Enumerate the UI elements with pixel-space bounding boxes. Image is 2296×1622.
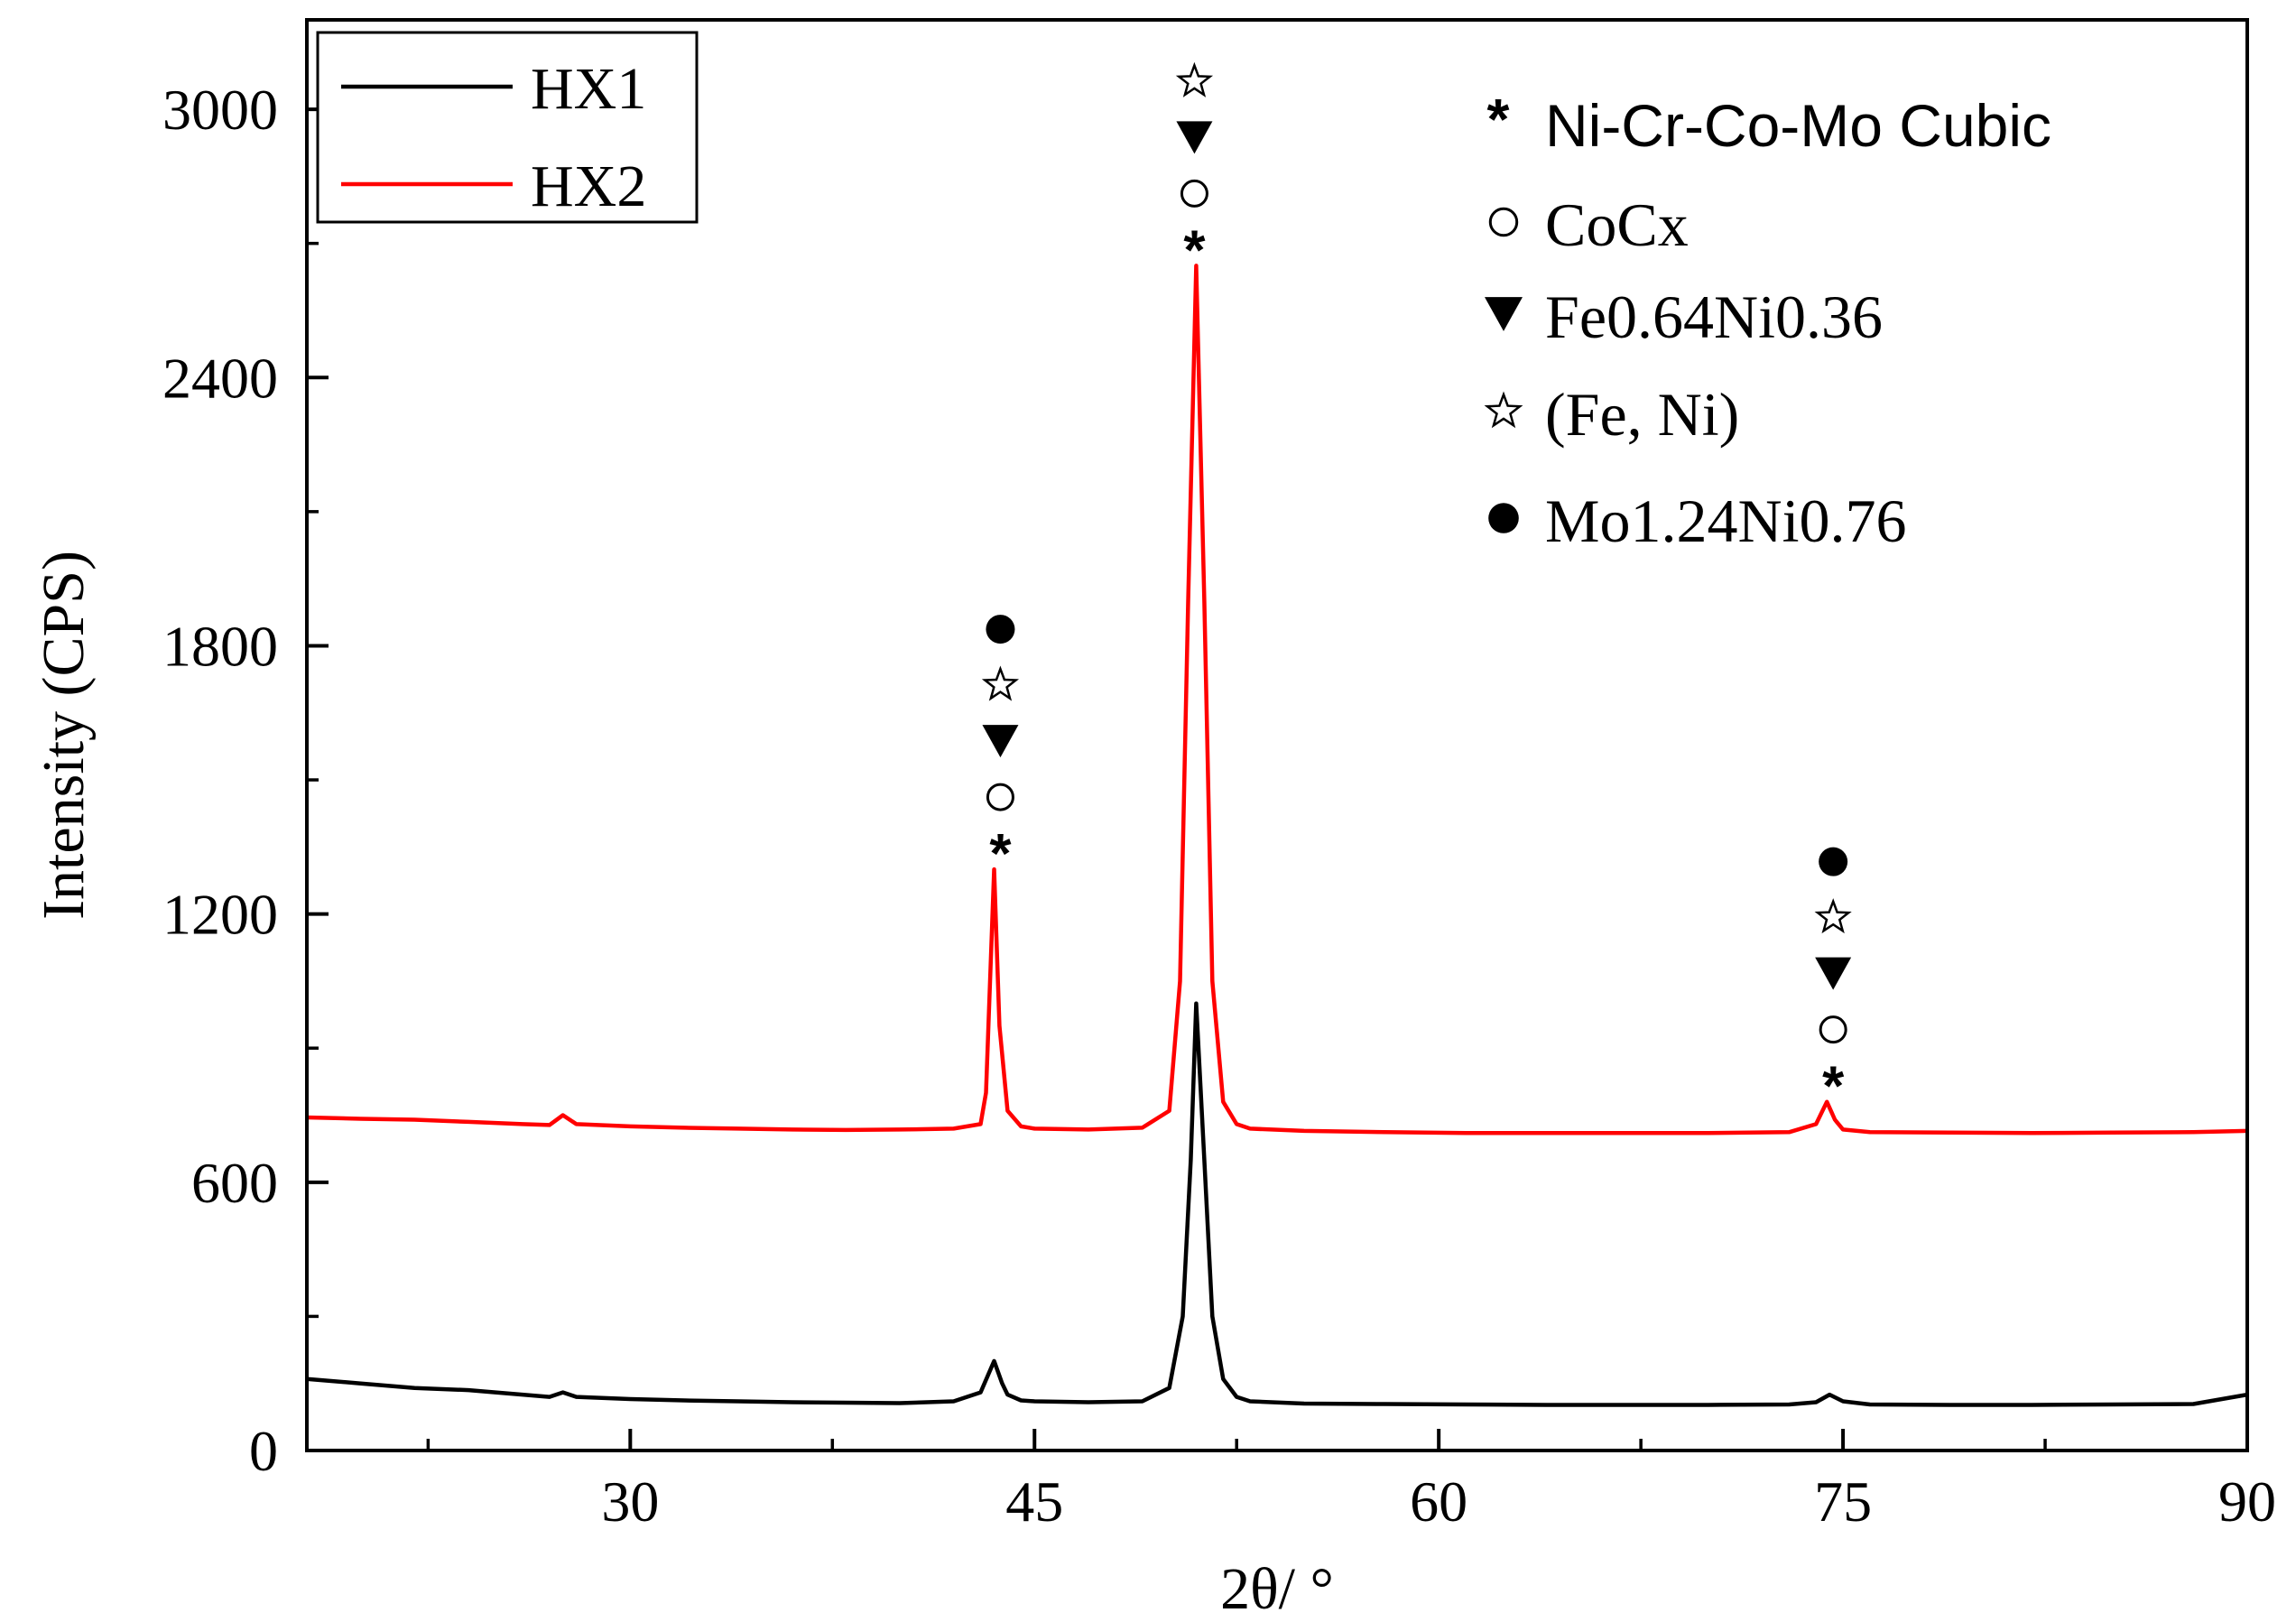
filled-circle-marker [1488,503,1519,533]
phase-legend: * Ni-Cr-Co-Mo Cubic CoCx Fe0.64Ni0.36 (Fe, N… [1484,87,2051,555]
phase-legend-label: CoCx [1545,190,1689,259]
x-tick-label: 75 [1814,1469,1872,1534]
plot-frame [305,18,2249,1452]
open-star-marker [981,665,1020,701]
open-star-marker [1814,898,1852,934]
phase-legend-label: Fe0.64Ni0.36 [1545,283,1883,351]
asterisk-marker: * [1183,219,1206,282]
triangle-down-marker [982,725,1019,758]
legend-label: HX1 [531,56,646,122]
y-tick-label: 1800 [162,614,278,678]
open-circle-marker [1488,207,1519,237]
open-circle-marker [1819,1015,1847,1044]
series-line-hx2 [306,264,2248,1135]
triangle-down-marker [1485,297,1523,331]
open-circle-marker [986,783,1014,811]
tick-layer: 30 45 60 75 90 0 600 1200 1800 2400 3000 [162,78,2276,1534]
peak-marker-layer: * * * [981,61,1852,1118]
series-line-hx1 [306,1001,2248,1407]
y-tick-label: 2400 [162,346,278,410]
x-tick-label: 45 [1005,1469,1063,1534]
series-layer [306,264,2248,1407]
y-tick-label: 3000 [162,78,278,142]
filled-circle-marker [986,615,1015,644]
phase-legend-label: Ni-Cr-Co-Mo Cubic [1545,92,2051,159]
triangle-down-marker [1176,121,1213,154]
open-star-marker [1175,61,1214,97]
open-circle-marker [1180,179,1208,208]
legend-label: HX2 [531,153,646,219]
x-tick-label: 30 [601,1469,659,1534]
y-tick-label: 0 [249,1419,278,1483]
phase-asterisk-icon: * [1487,87,1510,152]
triangle-down-marker [1815,957,1852,990]
y-tick-label: 600 [191,1151,278,1215]
y-axis-label: Intensity (CPS) [31,551,97,920]
phase-legend-label: (Fe, Ni) [1545,380,1739,449]
legend-box [316,31,699,224]
x-tick-label: 60 [1410,1469,1467,1534]
phase-legend-label: Mo1.24Ni0.76 [1545,487,1906,555]
asterisk-marker: * [989,823,1012,885]
asterisk-marker: * [1822,1056,1845,1118]
x-tick-label: 90 [2218,1469,2276,1534]
open-star-marker [1484,391,1523,429]
x-axis-label: 2θ/ ° [1220,1556,1334,1622]
filled-circle-marker [1819,847,1848,876]
y-tick-label: 1200 [162,883,278,947]
